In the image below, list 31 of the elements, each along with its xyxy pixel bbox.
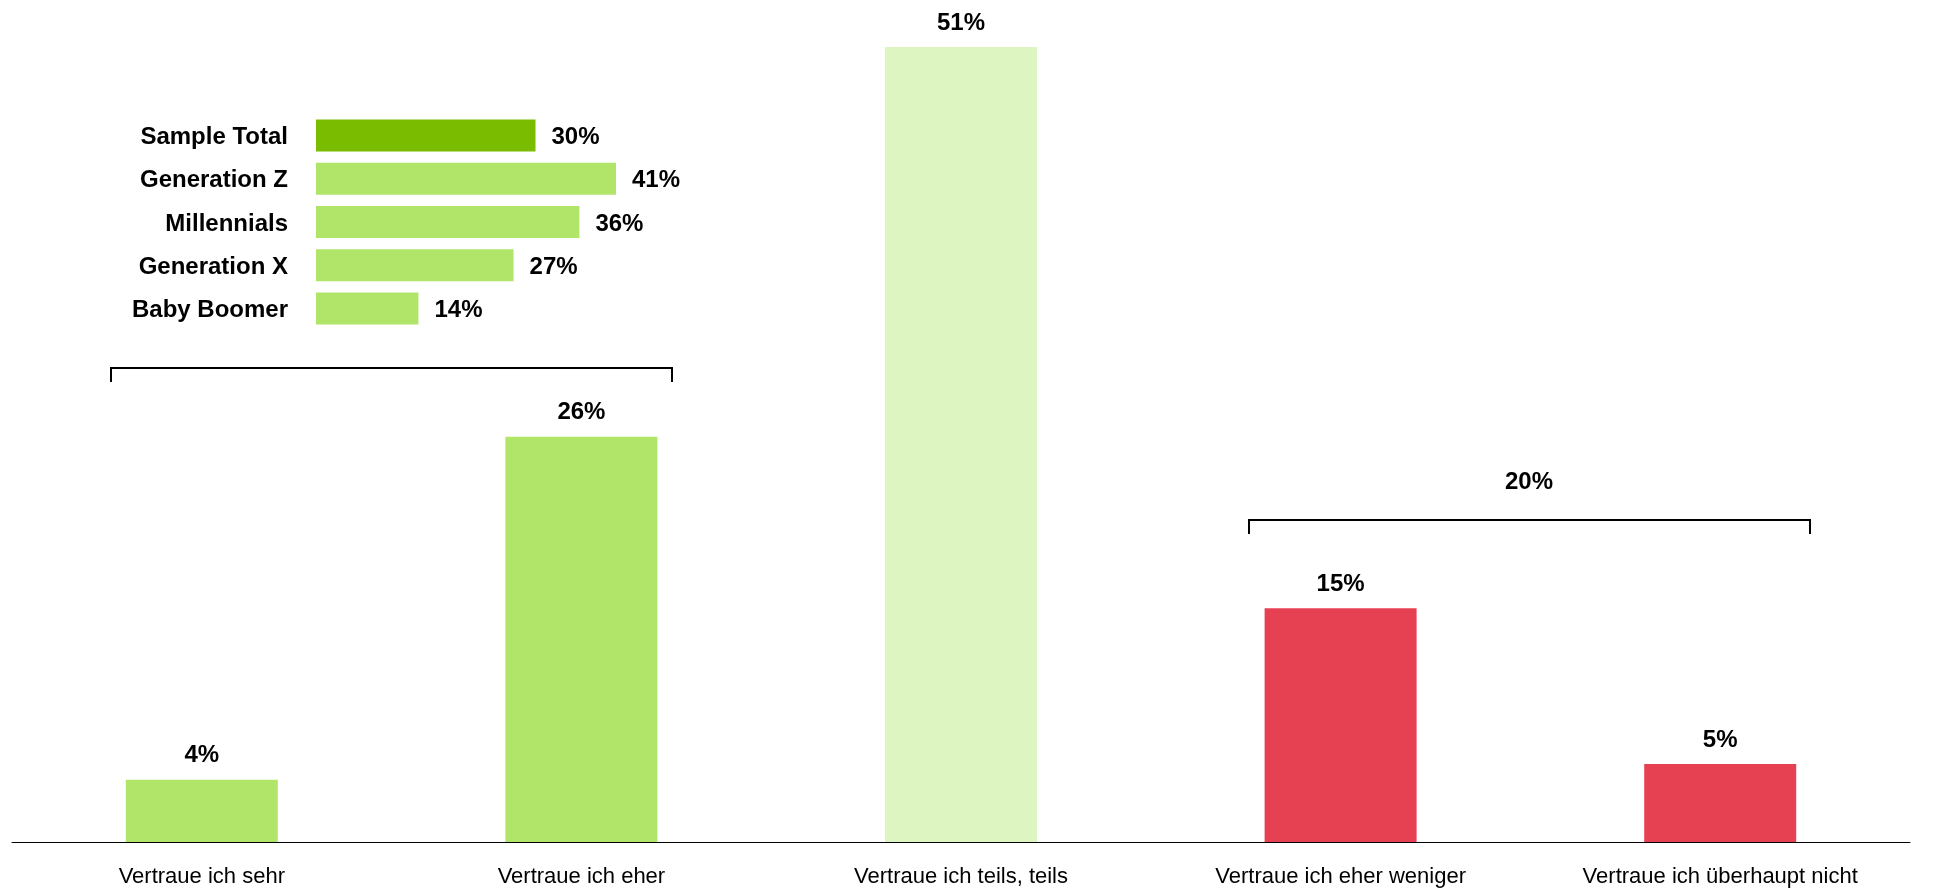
x-tick-label: Vertraue ich überhaupt nicht (1582, 862, 1858, 888)
data-label: 5% (1702, 724, 1738, 752)
bar (316, 206, 580, 238)
y-tick-label: Sample Total (140, 122, 288, 150)
data-label: 15% (1316, 568, 1365, 596)
x-tick-label: Vertraue ich sehr (118, 862, 285, 888)
bar (316, 119, 536, 152)
bar (885, 47, 1037, 842)
bar (316, 292, 419, 325)
data-label: 14% (434, 294, 483, 322)
bar (505, 436, 658, 842)
y-tick-label: Generation Z (139, 165, 288, 193)
data-label: 51% (936, 7, 986, 35)
bar (1644, 764, 1797, 842)
bar (316, 249, 514, 282)
y-tick-label: Generation X (138, 251, 288, 279)
data-label: 4% (184, 740, 220, 768)
data-label: 27% (529, 251, 578, 279)
annotation: 20% (1504, 467, 1554, 495)
y-tick-label: Baby Boomer (131, 294, 288, 322)
data-label: 36% (595, 208, 644, 236)
y-tick-label: Millennials (165, 208, 288, 236)
data-label: 26% (557, 397, 606, 425)
x-tick-label: Vertraue ich teils, teils (854, 862, 1068, 888)
data-label: 30% (551, 122, 600, 150)
x-tick-label: Vertraue ich eher (497, 862, 666, 888)
data-label: 41% (632, 165, 681, 193)
bar (1264, 608, 1417, 842)
x-tick-label: Vertraue ich eher weniger (1215, 862, 1466, 888)
bar (316, 162, 616, 195)
bar (125, 779, 278, 842)
